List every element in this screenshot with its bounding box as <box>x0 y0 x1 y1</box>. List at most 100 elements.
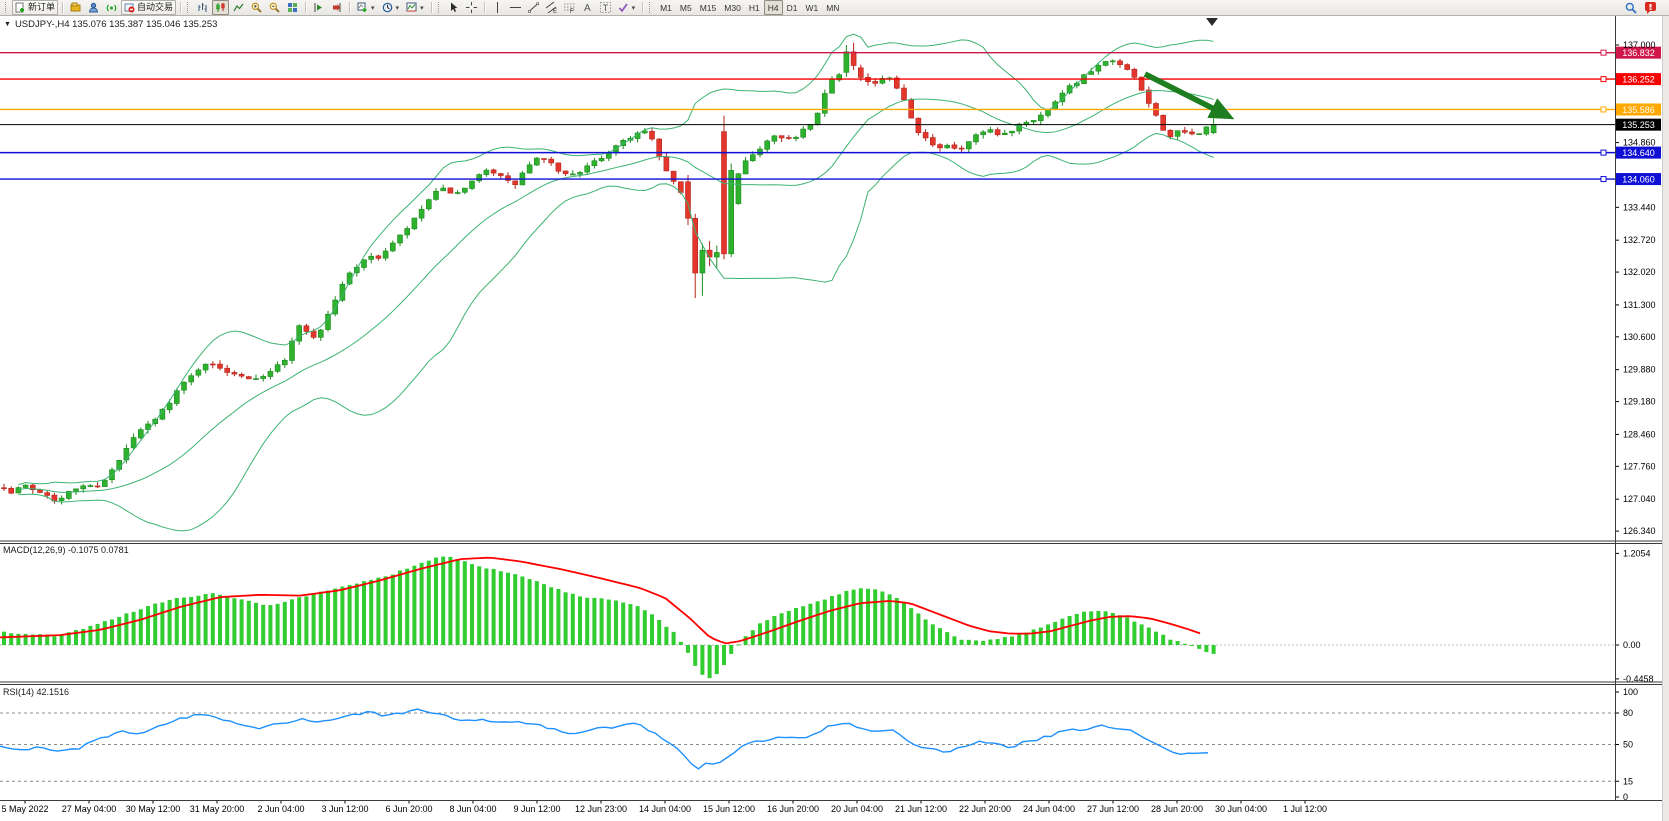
equidistant-channel-button[interactable]: E <box>543 0 560 15</box>
svg-text:127.760: 127.760 <box>1623 461 1656 471</box>
macd-axis[interactable]: 1.2054 0.00 -0.4458 <box>1615 548 1654 684</box>
toolbar-grip[interactable] <box>187 2 191 13</box>
fibonacci-icon: F <box>563 3 575 13</box>
collapse-triangle-icon[interactable]: ▼ <box>4 21 11 28</box>
toolbar-grip[interactable] <box>437 2 442 13</box>
svg-text:0: 0 <box>1623 792 1628 802</box>
svg-text:130.600: 130.600 <box>1623 332 1656 342</box>
dropdown-caret[interactable]: ▾ <box>395 4 400 12</box>
toolbar: 新订单 自动交易 ▾ ▾ <box>0 0 1669 16</box>
separator <box>180 2 182 13</box>
candlestick-chart-button[interactable] <box>212 0 230 15</box>
profile-button[interactable] <box>85 0 102 15</box>
svg-text:30 Jun 04:00: 30 Jun 04:00 <box>1215 804 1267 814</box>
timeframe-m5-button[interactable]: M5 <box>679 2 692 13</box>
dropdown-caret[interactable]: ▾ <box>631 4 636 12</box>
svg-text:16 Jun 20:00: 16 Jun 20:00 <box>767 804 819 814</box>
autoscroll-button[interactable] <box>310 0 327 15</box>
svg-text:2 Jun 04:00: 2 Jun 04:00 <box>257 804 304 814</box>
svg-text:27 May 04:00: 27 May 04:00 <box>62 804 117 814</box>
trendline-button[interactable] <box>525 0 542 15</box>
svg-text:128.460: 128.460 <box>1623 429 1656 439</box>
toolbar-grip[interactable] <box>649 2 653 13</box>
text-label-icon: T <box>599 2 611 13</box>
templates-button[interactable]: ▾ <box>403 0 427 15</box>
svg-text:137.000: 137.000 <box>1623 40 1656 50</box>
horizontal-line-button[interactable] <box>507 0 524 15</box>
arrows-button[interactable]: ▾ <box>615 0 639 15</box>
zoom-out-button[interactable] <box>266 0 283 15</box>
symbol-ohlc-text: USDJPY-,H4 135.076 135.387 135.046 135.2… <box>14 19 218 30</box>
chart-shift-button[interactable] <box>328 0 345 15</box>
chart-shift-marker <box>1206 18 1218 26</box>
indicators-button[interactable]: ▾ <box>354 0 378 15</box>
trend-arrow-annotation[interactable] <box>1143 71 1235 120</box>
timeframe-m15-button[interactable]: M15 <box>699 2 717 13</box>
svg-text:E: E <box>553 9 557 14</box>
timeframe-d1-button[interactable]: D1 <box>786 2 798 13</box>
rsi-axis[interactable]: 100 80 50 15 0 <box>1615 687 1638 802</box>
svg-text:134.060: 134.060 <box>1622 175 1655 185</box>
charts-button[interactable] <box>67 0 84 15</box>
signals-icon <box>106 4 117 12</box>
svg-text:133.440: 133.440 <box>1623 202 1656 212</box>
search-button[interactable] <box>1622 0 1640 15</box>
text-button[interactable]: A <box>579 0 596 15</box>
text-icon: A <box>584 3 591 13</box>
svg-text:50: 50 <box>1623 740 1633 750</box>
svg-text:100: 100 <box>1623 687 1638 697</box>
timeframe-m1-button[interactable]: M1 <box>660 2 672 13</box>
autotrading-button[interactable]: 自动交易 <box>121 0 177 15</box>
svg-text:135.586: 135.586 <box>1622 105 1655 115</box>
autotrading-icon <box>124 3 135 13</box>
svg-text:15: 15 <box>1623 776 1633 786</box>
rsi-indicator-label: RSI(14) 42.1516 <box>3 687 70 697</box>
svg-text:31 May 20:00: 31 May 20:00 <box>190 804 245 814</box>
text-label-button[interactable]: T <box>597 0 614 15</box>
bar-chart-button[interactable] <box>194 0 211 15</box>
cursor-button[interactable] <box>445 0 462 15</box>
time-axis[interactable]: 5 May 2022 27 May 04:00 30 May 12:00 31 May… <box>1 800 1327 815</box>
timeframe-m30-button[interactable]: M30 <box>724 2 741 13</box>
dropdown-caret[interactable]: ▾ <box>420 4 424 12</box>
channel-icon: E <box>545 2 557 14</box>
zoom-in-icon <box>251 2 262 13</box>
svg-text:132.020: 132.020 <box>1623 267 1656 277</box>
zoom-in-button[interactable] <box>248 0 265 15</box>
new-order-icon <box>15 2 24 13</box>
trendline-icon <box>527 2 539 13</box>
svg-text:134.640: 134.640 <box>1622 148 1655 158</box>
chart-title[interactable]: ▼ USDJPY-,H4 135.076 135.387 135.046 135… <box>4 19 217 30</box>
svg-text:0.00: 0.00 <box>1623 640 1641 650</box>
panel-borders <box>0 16 1662 801</box>
horizontal-levels-layer[interactable]: 136.832 136.252 135.586 134.640 134.060 <box>0 46 1661 186</box>
rsi-panel <box>0 708 1615 782</box>
timeframe-h4-button[interactable]: H4 <box>763 0 783 15</box>
svg-text:6 Jun 20:00: 6 Jun 20:00 <box>385 804 432 814</box>
separator <box>483 2 485 13</box>
toolbar-grip[interactable] <box>5 2 9 13</box>
svg-text:5 May 2022: 5 May 2022 <box>1 804 48 814</box>
indicators-icon <box>357 2 367 12</box>
periods-button[interactable]: ▾ <box>379 0 403 15</box>
crosshair-button[interactable] <box>463 0 480 15</box>
line-chart-button[interactable] <box>230 0 247 15</box>
tile-windows-button[interactable] <box>284 0 301 15</box>
new-order-button[interactable]: 新订单 <box>12 0 59 15</box>
vertical-line-button[interactable] <box>489 0 506 15</box>
svg-text:12 Jun 23:00: 12 Jun 23:00 <box>575 804 627 814</box>
timeframe-mn-button[interactable]: MN <box>826 2 840 13</box>
signals-button[interactable] <box>103 0 120 15</box>
notifications-button[interactable] <box>1641 0 1660 15</box>
svg-text:14 Jun 04:00: 14 Jun 04:00 <box>639 804 691 814</box>
timeframe-h1-button[interactable]: H1 <box>748 2 760 13</box>
zoom-out-icon <box>269 2 280 13</box>
candles-layer <box>1 42 1217 505</box>
timeframe-w1-button[interactable]: W1 <box>805 2 819 13</box>
dropdown-caret[interactable]: ▾ <box>371 4 375 12</box>
horizontal-line-icon <box>509 7 521 8</box>
price-axis[interactable]: 137.000 134.860 133.440 132.720 132.020 131.3… <box>1615 40 1656 536</box>
fibonacci-button[interactable]: F <box>561 0 578 15</box>
svg-text:136.832: 136.832 <box>1622 48 1655 58</box>
